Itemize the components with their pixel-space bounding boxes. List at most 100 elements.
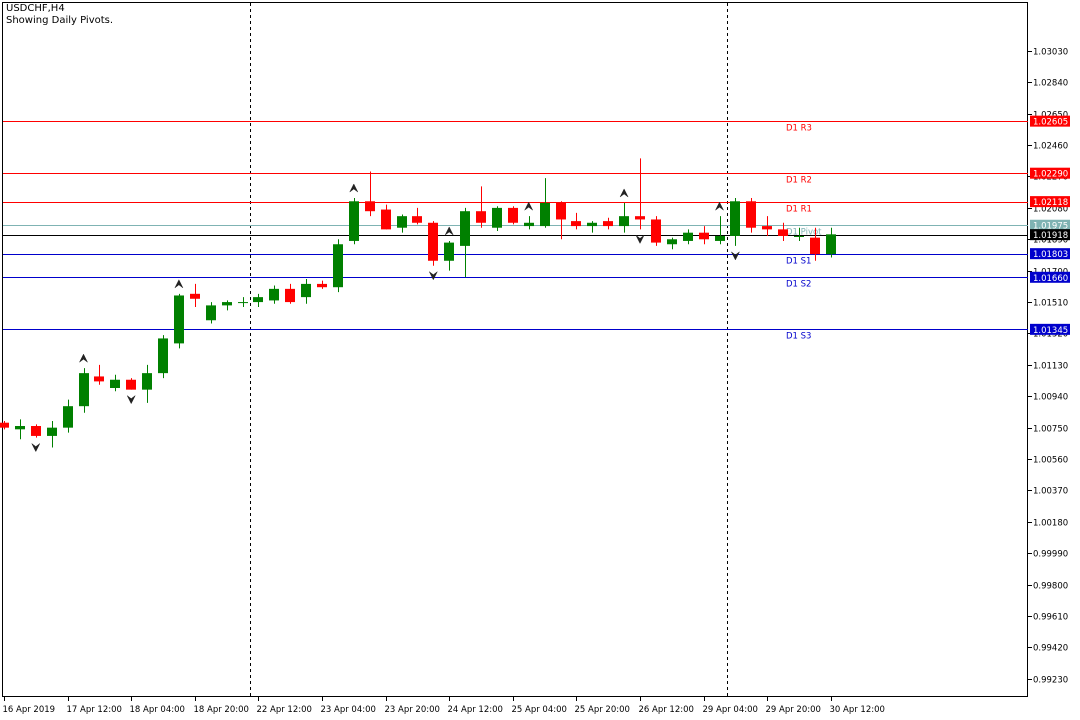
- bullish-candle: [142, 373, 152, 390]
- y-tick-label: 1.00560: [1033, 456, 1068, 466]
- x-tick-label: 25 Apr 20:00: [575, 705, 630, 715]
- bullish-candle: [524, 222, 534, 227]
- bearish-candle: [556, 202, 566, 220]
- price-tags: 1.02605 1.02290 1.02118 1.01975 1.01803 1.016…: [1030, 115, 1070, 336]
- price-axis: 1.030301.028401.026501.024601.022701.020…: [1028, 48, 1068, 686]
- x-tick-label: 26 Apr 12:00: [639, 705, 694, 715]
- bullish-candle: [715, 235, 725, 241]
- y-tick-label: 1.02460: [1033, 142, 1068, 152]
- fractal-up-marker: [444, 226, 454, 236]
- bearish-candle: [317, 283, 327, 288]
- pivot-price-tag-bg: [1030, 219, 1070, 231]
- x-tick-label: 16 Apr 2019: [3, 705, 56, 715]
- day-separators: [250, 3, 728, 697]
- bullish-candle: [15, 426, 25, 430]
- pivot-level-label: D1 R3: [786, 124, 812, 134]
- x-tick-label: 17 Apr 12:00: [67, 705, 122, 715]
- fractal-down-marker: [429, 271, 438, 281]
- pivot-price-tag-bg: [1030, 323, 1070, 335]
- bearish-candle: [778, 229, 788, 236]
- bullish-candle: [206, 305, 216, 321]
- fractal-down-marker: [635, 235, 645, 244]
- y-tick-label: 0.99990: [1033, 550, 1068, 560]
- bullish-candle: [47, 427, 57, 436]
- y-tick-label: 1.01130: [1033, 362, 1068, 372]
- time-axis: 16 Apr 2019 17 Apr 12:00 18 Apr 04:00 18 Ap…: [3, 697, 885, 715]
- bearish-candle: [285, 288, 295, 303]
- y-tick-label: 1.02080: [1033, 205, 1068, 215]
- pivot-price-tag: 1.02290: [1033, 170, 1068, 180]
- bearish-candle: [365, 201, 375, 212]
- pivot-price-tag-bg: [1030, 167, 1070, 179]
- chart-subtitle: Showing Daily Pivots.: [6, 15, 114, 26]
- y-tick-label: 1.00750: [1033, 425, 1068, 435]
- bearish-candle: [126, 379, 136, 390]
- x-tick-label: 25 Apr 04:00: [512, 705, 567, 715]
- bullish-candle: [397, 216, 407, 228]
- y-tick-label: 0.99800: [1033, 582, 1068, 592]
- pivot-level-label: D1 S1: [786, 257, 811, 267]
- bullish-candle: [619, 216, 629, 227]
- bearish-candle: [0, 422, 9, 428]
- bearish-candle: [635, 216, 645, 220]
- pivot-price-tag-bg: [1030, 271, 1070, 283]
- pivot-price-tag: 1.01345: [1033, 326, 1068, 336]
- bearish-candle: [381, 209, 391, 230]
- bullish-candle: [349, 201, 359, 241]
- bullish-candle: [333, 244, 343, 288]
- fractal-down-marker: [731, 251, 740, 261]
- bullish-candle: [540, 202, 550, 227]
- x-tick-label: 24 Apr 12:00: [448, 705, 503, 715]
- x-tick-label: 30 Apr 12:00: [830, 705, 885, 715]
- pivot-price-tag: 1.02118: [1033, 198, 1068, 208]
- bullish-candle: [238, 302, 248, 304]
- bearish-candle: [603, 221, 613, 227]
- y-tick-label: 0.99420: [1033, 644, 1068, 654]
- bearish-candle: [31, 426, 41, 436]
- pivot-price-tag: 1.01975: [1033, 222, 1068, 232]
- bullish-candle: [79, 373, 89, 407]
- bullish-candle: [683, 232, 693, 241]
- fractal-up-marker: [349, 183, 359, 193]
- bullish-candle: [269, 288, 279, 301]
- pivot-price-tag-bg: [1030, 196, 1070, 208]
- pivot-level-label: D1 S3: [786, 332, 811, 342]
- bearish-candle: [508, 207, 518, 223]
- pivot-price-tag: 1.02605: [1033, 118, 1068, 128]
- bearish-candle: [428, 222, 438, 261]
- bearish-candle: [412, 216, 422, 223]
- x-tick-label: 18 Apr 04:00: [130, 705, 185, 715]
- y-tick-label: 0.99610: [1033, 613, 1068, 623]
- bullish-candle: [667, 239, 677, 245]
- bullish-candle: [253, 297, 263, 303]
- fractal-up-marker: [79, 353, 88, 363]
- bullish-candle: [794, 235, 804, 237]
- bearish-candle: [762, 226, 772, 230]
- current-price-tag: 1.01918: [1033, 231, 1068, 241]
- bullish-candle: [63, 406, 73, 428]
- bearish-candle: [476, 211, 486, 223]
- fractal-markers: [31, 183, 740, 453]
- bearish-candle: [190, 293, 200, 299]
- pivot-level-label: D1 R2: [786, 176, 812, 186]
- y-tick-label: 1.00370: [1033, 487, 1068, 497]
- bullish-candle: [444, 242, 454, 261]
- fractal-up-marker: [715, 201, 724, 211]
- plot-frame: [2, 2, 1028, 697]
- bullish-candle: [587, 222, 597, 227]
- y-tick-label: 1.00940: [1033, 393, 1068, 403]
- y-tick-label: 1.02650: [1033, 111, 1068, 121]
- candles: [0, 158, 836, 448]
- bearish-candle: [571, 221, 581, 227]
- bearish-candle: [94, 376, 104, 382]
- y-tick-label: 1.00180: [1033, 519, 1068, 529]
- bullish-candle: [826, 234, 836, 255]
- bullish-candle: [222, 302, 232, 306]
- bullish-candle: [730, 201, 740, 236]
- y-tick-label: 1.03030: [1033, 48, 1068, 58]
- bearish-candle: [699, 232, 709, 240]
- x-tick-label: 29 Apr 04:00: [703, 705, 758, 715]
- bullish-candle: [460, 211, 470, 246]
- pivot-price-tag: 1.01803: [1033, 250, 1068, 260]
